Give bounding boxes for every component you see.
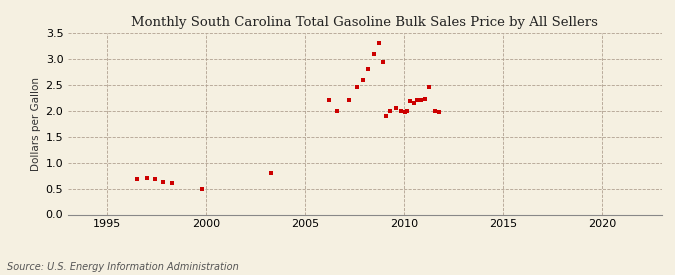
Point <box>196 186 207 191</box>
Point <box>402 109 412 113</box>
Point <box>429 109 440 113</box>
Point <box>385 109 396 113</box>
Point <box>141 176 152 180</box>
Text: Source: U.S. Energy Information Administration: Source: U.S. Energy Information Administ… <box>7 262 238 272</box>
Point <box>351 85 362 90</box>
Point <box>404 99 415 104</box>
Point <box>377 59 388 64</box>
Point <box>391 106 402 110</box>
Point <box>323 98 334 103</box>
Point <box>157 180 168 185</box>
Point <box>412 98 423 103</box>
Point <box>266 171 277 175</box>
Point <box>167 181 178 186</box>
Point <box>433 110 444 115</box>
Point <box>149 177 160 182</box>
Point <box>416 98 427 103</box>
Point <box>344 98 354 103</box>
Point <box>400 110 410 115</box>
Point <box>357 78 368 82</box>
Point <box>381 114 392 118</box>
Point <box>408 101 419 105</box>
Title: Monthly South Carolina Total Gasoline Bulk Sales Price by All Sellers: Monthly South Carolina Total Gasoline Bu… <box>131 16 598 29</box>
Point <box>132 177 142 182</box>
Point <box>374 41 385 46</box>
Point <box>419 97 430 101</box>
Point <box>396 109 406 113</box>
Point <box>369 51 380 56</box>
Point <box>331 109 342 113</box>
Point <box>423 85 434 90</box>
Y-axis label: Dollars per Gallon: Dollars per Gallon <box>32 77 41 171</box>
Point <box>363 67 374 72</box>
